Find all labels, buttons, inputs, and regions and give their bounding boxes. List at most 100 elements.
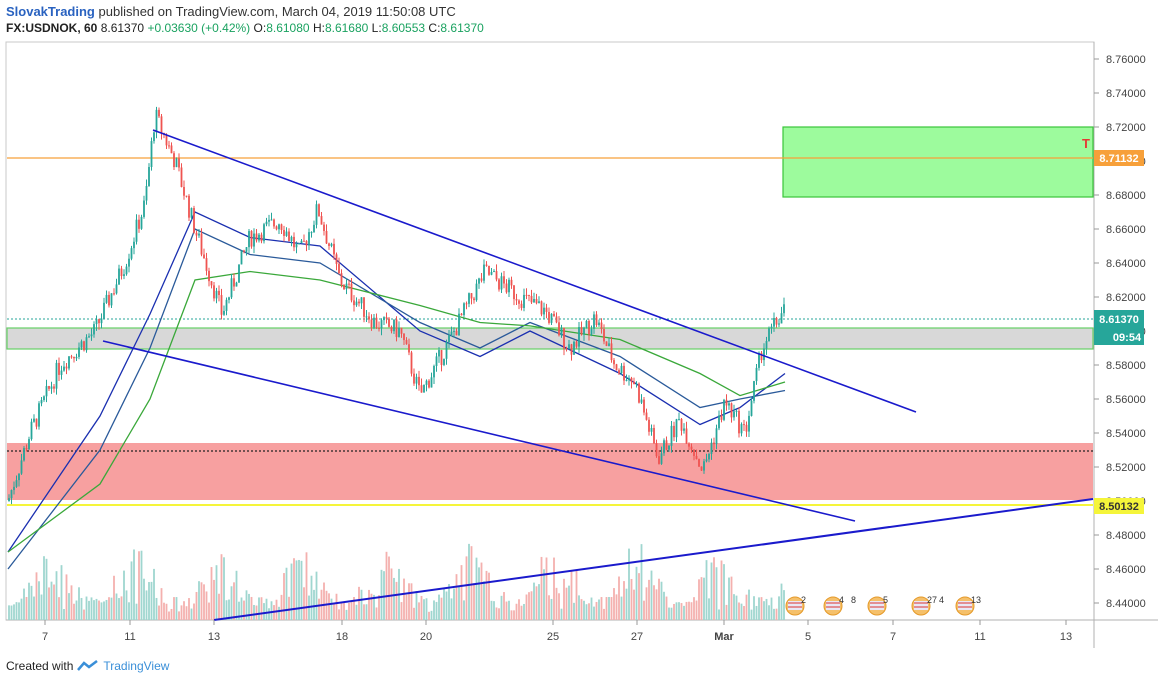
volume-bar <box>118 598 120 620</box>
time-axis[interactable]: 7 11 13 18 20 25 27 Mar 5 7 11 13 <box>42 620 1072 643</box>
volume-bar <box>225 600 228 620</box>
volume-bar <box>480 562 483 620</box>
volume-bar <box>313 589 315 620</box>
volume-bar <box>535 586 538 620</box>
volume-bar <box>725 604 728 620</box>
volume-bar <box>353 597 355 620</box>
publish-info: SlovakTrading published on TradingView.c… <box>6 4 456 19</box>
candle-body <box>515 299 518 301</box>
candle-body <box>70 356 73 358</box>
candle-body <box>478 278 480 284</box>
resistance-zone <box>6 327 1094 350</box>
volume-bar <box>220 554 223 620</box>
volume-bar <box>550 598 553 620</box>
volume-bar <box>215 565 218 620</box>
candle-body <box>230 278 233 298</box>
candle-body <box>75 356 78 359</box>
volume-bar <box>85 596 88 620</box>
volume-bar <box>730 576 733 620</box>
candle-body <box>600 322 603 330</box>
candle-body <box>658 456 660 464</box>
volume-bar <box>95 598 98 620</box>
volume-bar <box>388 556 390 620</box>
candle-body <box>665 440 668 450</box>
economic-events[interactable]: 2 4 8 5 27 4 13 <box>785 595 981 616</box>
candle-body <box>605 341 608 346</box>
volume-bar <box>80 597 83 620</box>
candle-body <box>783 304 785 314</box>
volume-bar <box>620 596 623 620</box>
volume-bar <box>153 568 155 620</box>
candle-body <box>680 418 683 431</box>
volume-bar <box>753 596 755 620</box>
candle-body <box>290 236 293 241</box>
tradingview-brand[interactable]: TradingView <box>103 659 170 673</box>
candle-body <box>365 316 368 318</box>
volume-bar <box>723 564 725 620</box>
candle-body <box>85 337 88 351</box>
volume-bar <box>635 566 638 620</box>
candle-body <box>390 326 393 332</box>
candle-body <box>530 295 533 303</box>
candle-body <box>225 299 228 311</box>
volume-bar <box>360 589 363 620</box>
candle-body <box>428 380 430 388</box>
candle-body <box>63 366 65 371</box>
candle-body <box>315 204 318 225</box>
volume-bar <box>523 603 525 620</box>
channel-upper-trendline[interactable] <box>152 129 917 413</box>
volume-bar <box>780 583 783 620</box>
candle-body <box>473 298 475 301</box>
volume-bar <box>438 594 440 620</box>
volume-bar <box>425 598 428 620</box>
rising-support-trendline[interactable] <box>213 498 1094 621</box>
volume-bar <box>743 606 745 620</box>
volume-bar <box>473 583 475 620</box>
candle-body <box>743 424 745 426</box>
event-flag-icon[interactable]: 5 <box>867 595 888 616</box>
volume-bar <box>640 544 643 620</box>
event-flag-icon[interactable]: 2 <box>785 595 806 616</box>
candle-body <box>758 352 760 368</box>
volume-bar <box>203 584 205 620</box>
volume-bar <box>105 599 108 620</box>
candle-body <box>310 232 313 234</box>
candle-body <box>193 208 195 233</box>
candle-body <box>50 386 53 389</box>
volume-bar <box>765 598 768 620</box>
candle-body <box>780 313 783 324</box>
volume-bar <box>695 600 698 620</box>
candle-body <box>370 319 373 328</box>
candle-body <box>18 473 20 481</box>
author-name[interactable]: SlovakTrading <box>6 4 95 19</box>
candle-body <box>523 294 525 308</box>
volume-bar <box>660 581 663 620</box>
candle-body <box>755 367 758 382</box>
candle-body <box>503 276 505 284</box>
volume-bar <box>120 596 123 620</box>
channel-lower-trendline[interactable] <box>102 340 856 522</box>
event-flag-icon[interactable]: 27 4 <box>911 595 944 616</box>
volume-bar <box>238 601 240 620</box>
candle-body <box>765 341 768 349</box>
volume-bar <box>38 581 40 620</box>
candle-body <box>435 356 438 366</box>
volume-bar <box>758 597 760 620</box>
candle-body <box>688 443 690 447</box>
candle-body <box>53 386 55 389</box>
volume-bar <box>615 594 618 620</box>
moving-averages <box>7 211 786 570</box>
volume-bar <box>175 597 178 620</box>
volume-bar <box>720 560 723 620</box>
candle-body <box>468 293 470 304</box>
event-flag-icon[interactable]: 13 <box>955 595 981 616</box>
volume-bar <box>115 593 118 620</box>
volume-bars <box>8 543 785 620</box>
candle-body <box>385 317 388 319</box>
candle-body <box>305 240 308 246</box>
volume-bar <box>410 583 413 620</box>
volume-bar <box>700 577 703 620</box>
volume-bar <box>645 587 648 620</box>
